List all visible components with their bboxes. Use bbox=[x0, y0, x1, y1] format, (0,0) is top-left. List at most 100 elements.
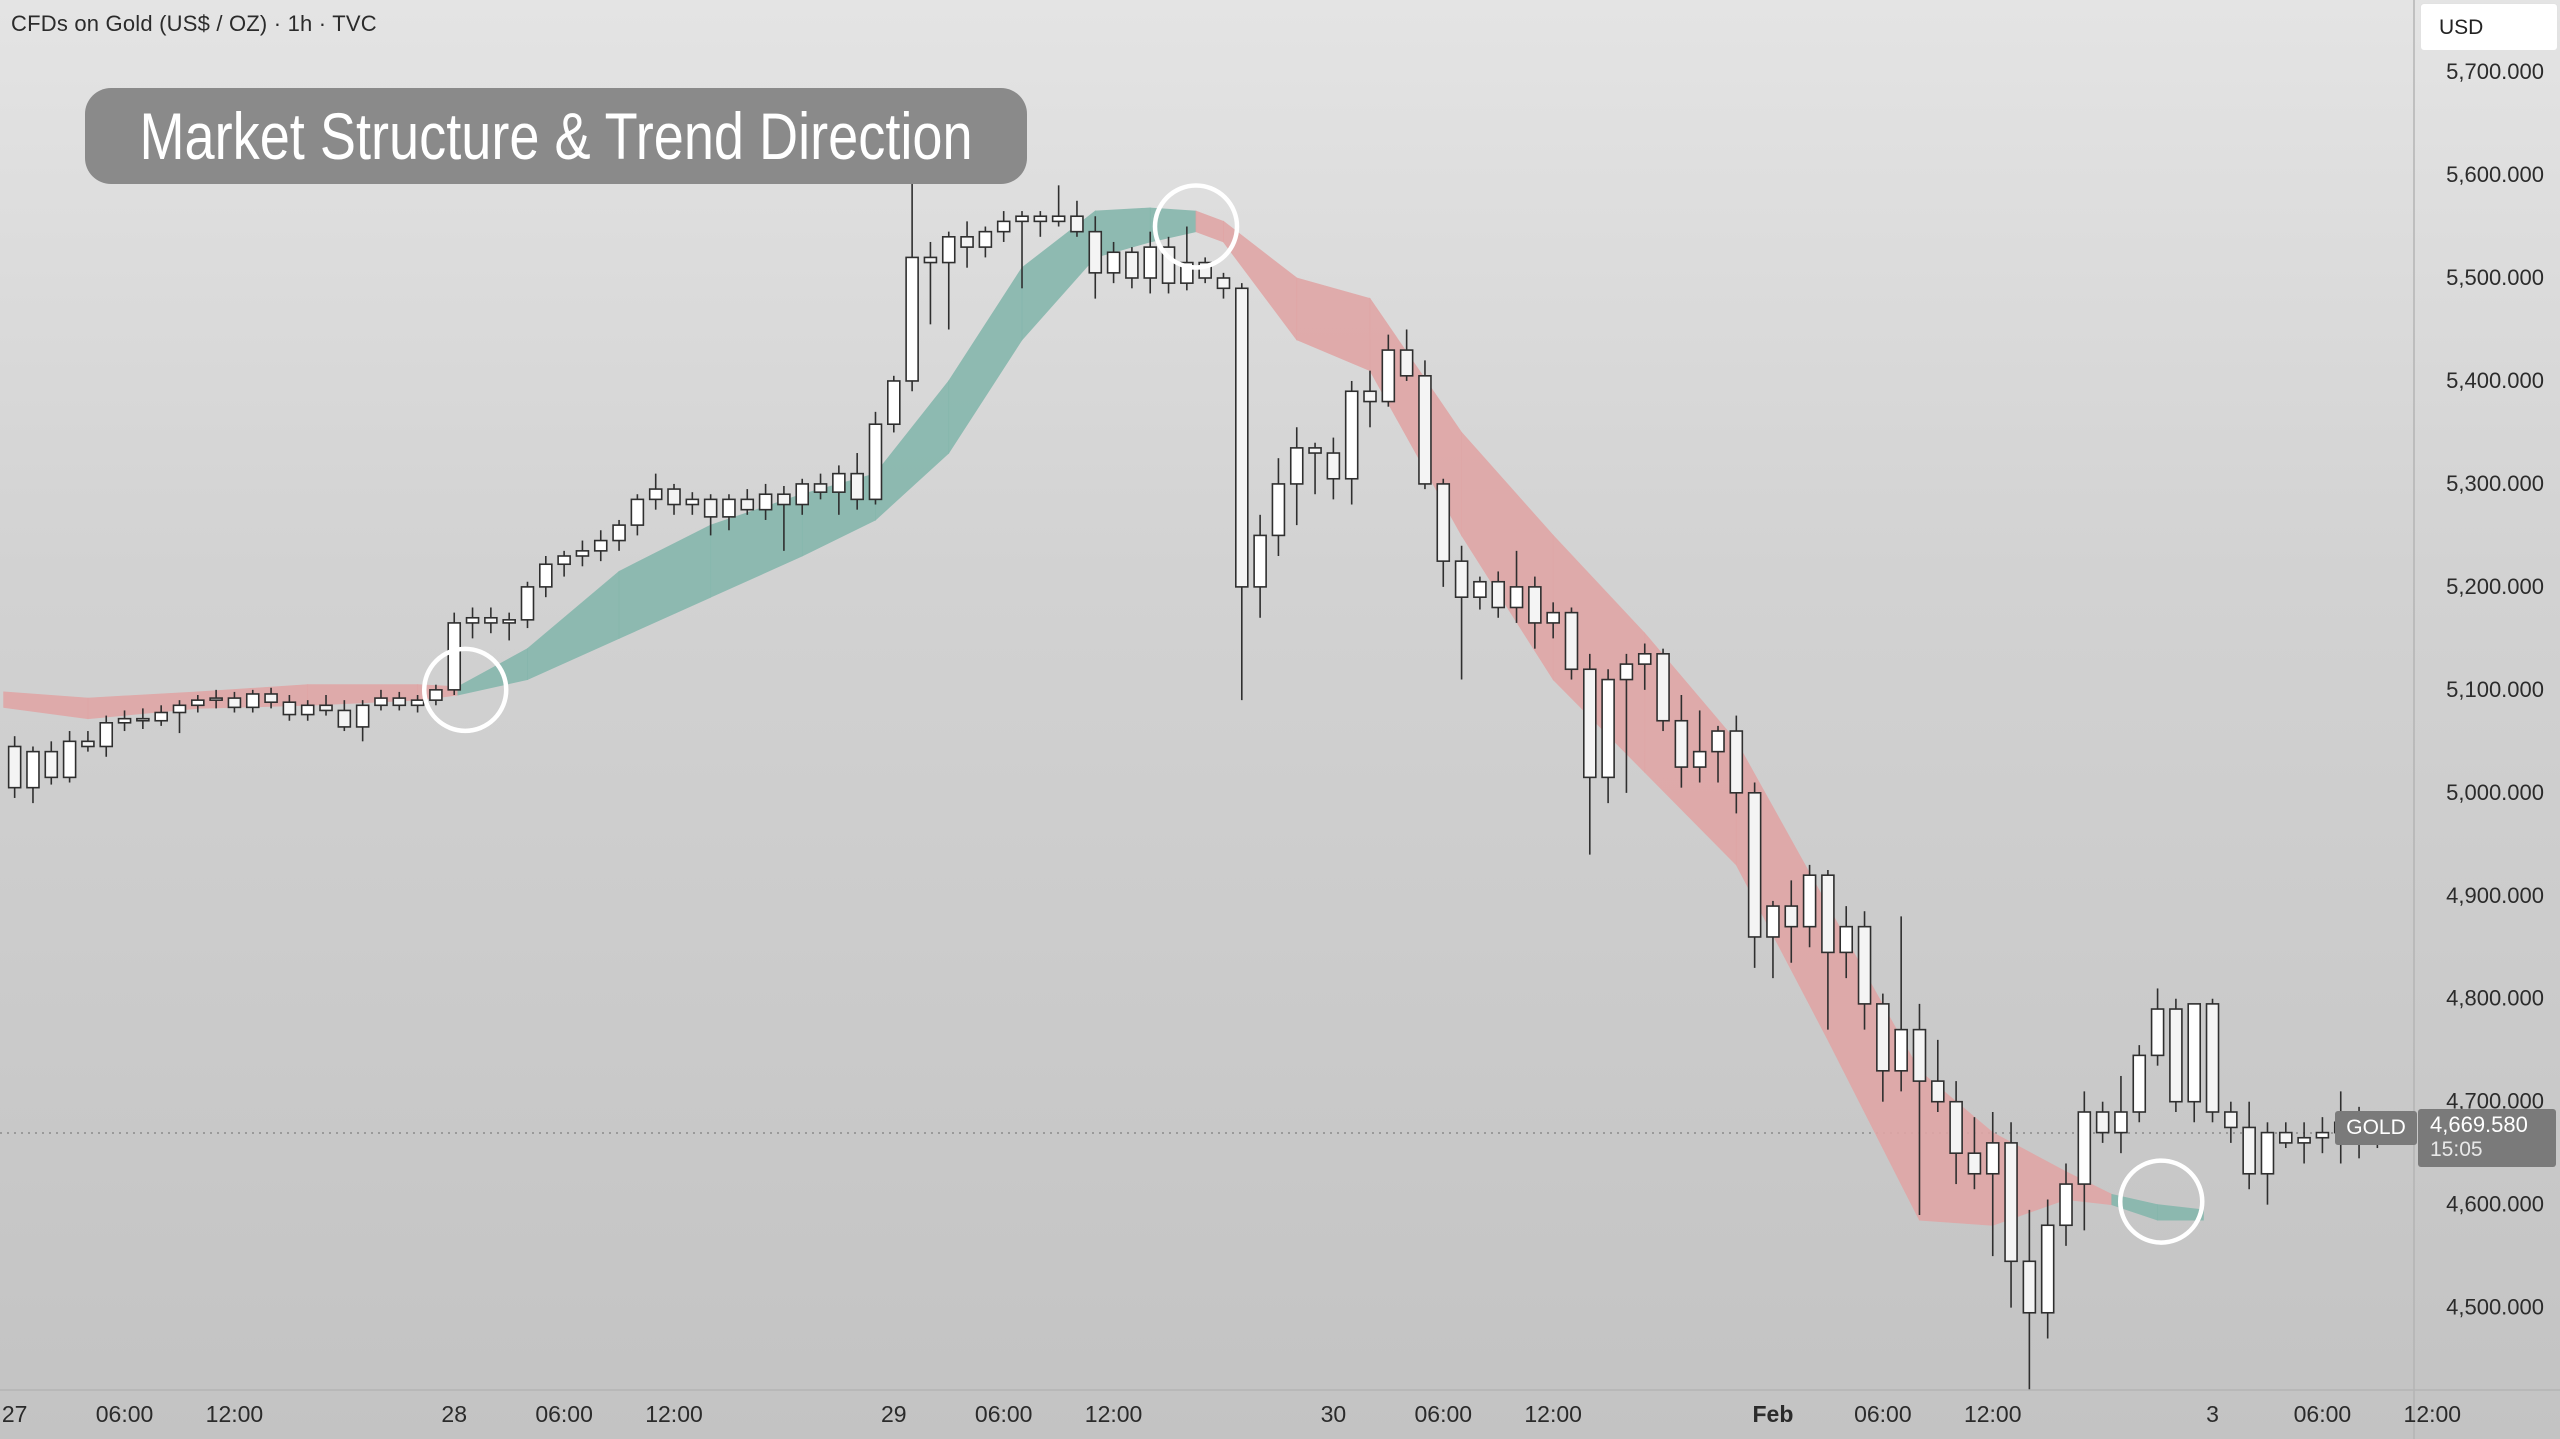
candle-body bbox=[2224, 1111, 2238, 1129]
candle-body bbox=[26, 750, 40, 789]
candle bbox=[575, 540, 590, 567]
candle-body bbox=[447, 622, 462, 691]
candle-body bbox=[923, 256, 938, 264]
candle bbox=[905, 175, 919, 392]
last-price-value: 4,669.580 bbox=[2430, 1112, 2528, 1137]
candle bbox=[1930, 1039, 1945, 1112]
candle bbox=[1729, 715, 1744, 814]
candle bbox=[777, 485, 791, 551]
candle-body bbox=[667, 488, 681, 506]
candle-body bbox=[136, 717, 150, 722]
candle bbox=[1619, 653, 1634, 793]
candle-body bbox=[1070, 215, 1084, 233]
x-tick-label: 06:00 bbox=[1854, 1401, 1912, 1427]
x-tick-label: Feb bbox=[1753, 1401, 1794, 1427]
candle-body bbox=[1418, 375, 1432, 485]
candle-body bbox=[1711, 730, 1725, 753]
candle-body bbox=[868, 423, 883, 501]
candle-body bbox=[2260, 1131, 2275, 1175]
bear-cloud-segment bbox=[1195, 210, 1224, 243]
candle-body bbox=[300, 704, 315, 716]
signal-marker-circle bbox=[421, 646, 509, 734]
candle bbox=[1161, 236, 1176, 294]
candle bbox=[1216, 272, 1231, 299]
candle bbox=[2260, 1122, 2275, 1205]
candle-body bbox=[996, 220, 1011, 233]
candle bbox=[1857, 911, 1872, 1030]
candle bbox=[2242, 1101, 2256, 1190]
candle-body bbox=[722, 498, 736, 518]
candle bbox=[1747, 782, 1762, 968]
candle bbox=[117, 710, 132, 732]
bull-cloud-segment bbox=[2157, 1204, 2204, 1221]
candle-body bbox=[2077, 1111, 2092, 1185]
candle bbox=[923, 241, 938, 325]
candle-body bbox=[392, 697, 407, 707]
candle bbox=[740, 489, 755, 515]
candle-body bbox=[1912, 1028, 1927, 1082]
candle-body bbox=[941, 236, 956, 264]
candle bbox=[557, 550, 571, 577]
signal-marker-circle bbox=[1152, 183, 1240, 270]
candle-body bbox=[1674, 719, 1689, 768]
candle bbox=[813, 473, 828, 500]
candle bbox=[1234, 283, 1249, 701]
candle bbox=[1454, 545, 1469, 680]
x-tick-label: 28 bbox=[441, 1401, 467, 1427]
candle bbox=[1637, 643, 1652, 690]
candle bbox=[2205, 998, 2220, 1123]
x-tick-label: 06:00 bbox=[2294, 1401, 2352, 1427]
candle-body bbox=[832, 472, 846, 493]
candle bbox=[1436, 478, 1451, 587]
candle-body bbox=[2132, 1054, 2147, 1113]
candle-body bbox=[264, 693, 278, 704]
candle-body bbox=[117, 717, 132, 724]
candle-body bbox=[1125, 251, 1139, 279]
candle bbox=[868, 411, 883, 505]
candle-body bbox=[777, 493, 791, 506]
candle bbox=[1985, 1112, 2000, 1257]
candle-body bbox=[960, 236, 974, 248]
candle bbox=[2077, 1091, 2092, 1231]
candle-body bbox=[905, 256, 919, 382]
candle bbox=[1601, 669, 1615, 804]
candle bbox=[795, 478, 810, 515]
bear-cloud-segment bbox=[1461, 431, 1554, 681]
candle-body bbox=[1839, 925, 1854, 954]
candle bbox=[1308, 442, 1322, 495]
y-tick-label: 5,100.000 bbox=[2446, 677, 2544, 702]
candle-body bbox=[1326, 452, 1341, 480]
candle bbox=[2224, 1101, 2238, 1143]
candle bbox=[1326, 437, 1341, 500]
candle-body bbox=[227, 697, 242, 709]
candle bbox=[1344, 380, 1359, 505]
candle bbox=[1106, 241, 1121, 284]
candle-body bbox=[1619, 663, 1634, 681]
currency-button[interactable]: USD bbox=[2420, 3, 2558, 51]
y-tick-label: 4,500.000 bbox=[2446, 1295, 2544, 1320]
candle bbox=[484, 607, 498, 634]
candle-body bbox=[2278, 1131, 2293, 1144]
x-tick-label: 06:00 bbox=[975, 1401, 1033, 1427]
bull-cloud-segment bbox=[618, 524, 712, 639]
candle-body bbox=[1473, 580, 1487, 598]
candle bbox=[1692, 710, 1707, 783]
candle bbox=[502, 612, 516, 641]
candle-body bbox=[1802, 874, 1817, 928]
candle bbox=[1491, 571, 1506, 618]
candle bbox=[1802, 864, 1817, 948]
candle bbox=[1198, 257, 1212, 284]
symbol-title[interactable]: CFDs on Gold (US$ / OZ) · 1h · TVC bbox=[11, 11, 377, 36]
candle-body bbox=[1985, 1142, 2000, 1175]
candle bbox=[593, 530, 608, 562]
candle bbox=[227, 691, 242, 713]
candle-body bbox=[539, 563, 553, 588]
candle bbox=[81, 731, 95, 752]
candle bbox=[978, 226, 993, 258]
y-tick-label: 5,200.000 bbox=[2446, 574, 2544, 599]
candle-body bbox=[1271, 483, 1286, 537]
y-tick-label: 5,300.000 bbox=[2446, 471, 2544, 496]
candle-body bbox=[1234, 287, 1249, 588]
